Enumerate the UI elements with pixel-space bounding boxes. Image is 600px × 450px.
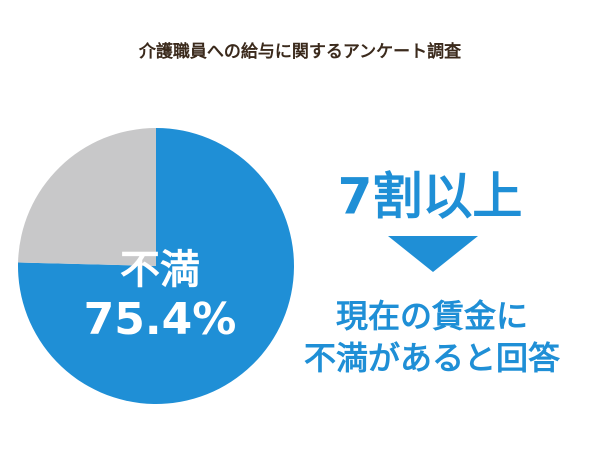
slice-label: 不満	[120, 247, 200, 293]
pie-slice	[18, 128, 157, 266]
headline: 7割以上	[338, 168, 523, 226]
note-line: 現在の賃金に	[336, 297, 528, 335]
slice-value-label: 75.4%	[84, 294, 237, 345]
note-line: 不満があると回答	[304, 339, 561, 377]
down-arrow	[388, 236, 478, 272]
chart-title: 介護職員への給与に関するアンケート調査	[138, 41, 462, 62]
